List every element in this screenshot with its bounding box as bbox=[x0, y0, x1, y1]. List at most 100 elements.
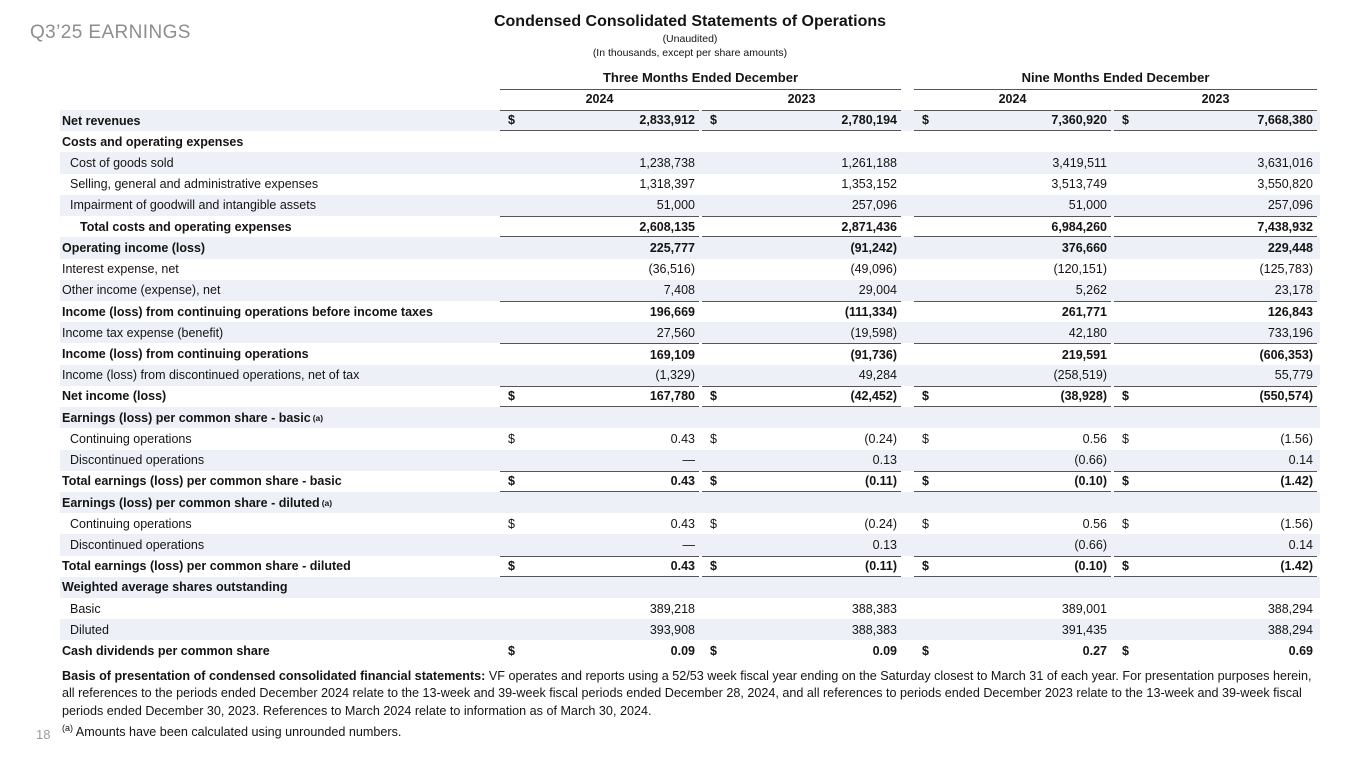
cell-value: (120,151) bbox=[1053, 262, 1107, 277]
value-cell: $ (0.11) bbox=[702, 470, 901, 492]
value-cell: 393,908 bbox=[500, 619, 699, 640]
value-cell: 3,513,749 bbox=[914, 174, 1111, 195]
table-row: Earnings (loss) per common share - basic… bbox=[60, 407, 1320, 429]
value-cell: $7,668,380 bbox=[1114, 110, 1317, 132]
value-cell: (120,151) bbox=[914, 259, 1111, 280]
value-cell: — bbox=[500, 534, 699, 555]
row-label: Continuing operations bbox=[70, 516, 192, 531]
currency-symbol: $ bbox=[922, 431, 929, 446]
cell-value: 388,383 bbox=[851, 622, 897, 637]
cell-value: 389,218 bbox=[649, 601, 695, 616]
value-cell: 6,984,260 bbox=[914, 216, 1111, 238]
value-cell: $0.69 bbox=[1114, 640, 1317, 661]
value-cell: $0.09 bbox=[702, 640, 901, 661]
value-cell: 51,000 bbox=[500, 195, 699, 216]
row-label: Total earnings (loss) per common share -… bbox=[62, 474, 342, 489]
row-label: Weighted average shares outstanding bbox=[62, 580, 288, 595]
currency-symbol: $ bbox=[1122, 113, 1129, 128]
cell-value: (1.56) bbox=[1280, 431, 1313, 446]
statement-subtitle-unaudited: (Unaudited) bbox=[662, 33, 718, 45]
value-cell: 1,318,397 bbox=[500, 174, 699, 195]
value-cell: 1,353,152 bbox=[702, 174, 901, 195]
row-label: Total costs and operating expenses bbox=[80, 219, 292, 234]
value-cell: $ (1.56) bbox=[1114, 428, 1317, 449]
cell-value: 7,360,920 bbox=[1051, 113, 1107, 128]
currency-symbol: $ bbox=[710, 389, 717, 404]
currency-symbol: $ bbox=[508, 389, 515, 404]
row-label: Discontinued operations bbox=[70, 453, 205, 468]
value-cell: — bbox=[500, 450, 699, 471]
slide-tag: Q3’25 EARNINGS bbox=[30, 22, 191, 43]
cell-value: 0.56 bbox=[1082, 431, 1107, 446]
table-row: Diluted 393,908 388,383 391,435 388,294 bbox=[60, 619, 1320, 641]
cell-value: (1.42) bbox=[1280, 559, 1313, 574]
currency-symbol: $ bbox=[710, 113, 717, 128]
table-row: Other income (expense), net 7,408 29,004 5,… bbox=[60, 279, 1320, 301]
currency-symbol: $ bbox=[1122, 559, 1129, 574]
row-label: Income tax expense (benefit) bbox=[62, 325, 224, 340]
row-label: Interest expense, net bbox=[62, 262, 179, 277]
value-cell: 388,294 bbox=[1114, 598, 1317, 619]
value-cell: 42,180 bbox=[914, 322, 1111, 343]
value-cell: $0.43 bbox=[500, 513, 699, 534]
value-cell: 389,001 bbox=[914, 598, 1111, 619]
value-cell: $2,780,194 bbox=[702, 110, 901, 132]
value-cell: 225,777 bbox=[500, 237, 699, 258]
cell-value: 1,261,188 bbox=[841, 156, 897, 171]
value-cell: $ (1.56) bbox=[1114, 513, 1317, 534]
cell-value: 2,780,194 bbox=[841, 113, 897, 128]
table-row: Continuing operations $0.43 $ (0.24) $0.56 $(… bbox=[60, 428, 1320, 449]
value-cell: 2,871,436 bbox=[702, 216, 901, 238]
currency-symbol: $ bbox=[1122, 516, 1129, 531]
currency-symbol: $ bbox=[710, 516, 717, 531]
value-cell: 196,669 bbox=[500, 300, 699, 322]
row-label: Other income (expense), net bbox=[62, 283, 221, 298]
value-cell: (1,329) bbox=[500, 365, 699, 386]
currency-symbol: $ bbox=[1122, 644, 1129, 659]
cell-value: (111,334) bbox=[844, 305, 897, 320]
value-cell: 51,000 bbox=[914, 195, 1111, 216]
value-cell: 169,109 bbox=[500, 343, 699, 364]
cell-value: 167,780 bbox=[649, 389, 695, 404]
value-cell: $ (1.42) bbox=[1114, 470, 1317, 492]
value-cell: 257,096 bbox=[1114, 195, 1317, 216]
cell-value: 1,238,738 bbox=[639, 156, 695, 171]
table-row: Interest expense, net (36,516) (49,096) (12… bbox=[60, 259, 1320, 280]
value-cell: $ (0.24) bbox=[702, 513, 901, 534]
cell-value: (1,329) bbox=[655, 368, 695, 383]
currency-symbol: $ bbox=[508, 474, 515, 489]
value-cell: 7,438,932 bbox=[1114, 216, 1317, 238]
value-cell: $0.43 bbox=[500, 555, 699, 577]
value-cell: $0.27 bbox=[914, 640, 1111, 661]
value-cell: 7,408 bbox=[500, 280, 699, 301]
value-cell: 1,261,188 bbox=[702, 152, 901, 173]
cell-value: 257,096 bbox=[1267, 198, 1313, 213]
currency-symbol: $ bbox=[508, 644, 515, 659]
cell-value: 0.13 bbox=[872, 453, 897, 468]
cell-value: 51,000 bbox=[656, 198, 695, 213]
cell-value: 388,383 bbox=[851, 601, 897, 616]
cell-value: (91,242) bbox=[850, 240, 897, 255]
row-label: Earnings (loss) per common share - dilut… bbox=[62, 495, 333, 510]
table-row: Costs and operating expenses bbox=[60, 131, 1320, 152]
cell-value: 169,109 bbox=[649, 347, 695, 362]
cell-value: (550,574) bbox=[1259, 389, 1313, 404]
cell-value: 0.13 bbox=[872, 537, 897, 552]
note-a-footnote: (a) Amounts have been calculated using u… bbox=[62, 723, 1314, 741]
currency-symbol: $ bbox=[922, 559, 929, 574]
year-header-3m-2024: 2024 bbox=[500, 89, 699, 111]
value-cell: (91,242) bbox=[702, 237, 901, 258]
currency-symbol: $ bbox=[1122, 389, 1129, 404]
cell-value: 1,318,397 bbox=[639, 177, 695, 192]
currency-symbol: $ bbox=[508, 431, 515, 446]
value-cell: 2,608,135 bbox=[500, 216, 699, 238]
currency-symbol: $ bbox=[922, 389, 929, 404]
value-cell: 388,383 bbox=[702, 619, 901, 640]
row-label: Diluted bbox=[70, 622, 109, 637]
cell-value: 391,435 bbox=[1061, 622, 1107, 637]
currency-symbol: $ bbox=[922, 474, 929, 489]
value-cell: $0.56 bbox=[914, 513, 1111, 534]
value-cell: 376,660 bbox=[914, 237, 1111, 258]
row-label: Operating income (loss) bbox=[62, 240, 206, 255]
table-row: Total earnings (loss) per common share -… bbox=[60, 470, 1320, 492]
